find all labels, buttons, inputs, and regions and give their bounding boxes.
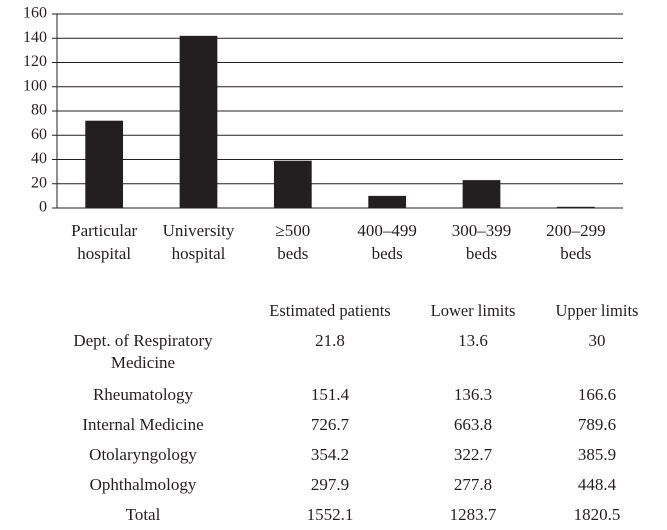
x-tick-label: 300–399 beds [452, 221, 512, 263]
table-row: Rheumatology 151.4 136.3 166.6 [43, 380, 665, 410]
bar [462, 180, 501, 208]
x-tick-label: Particular hospital [71, 221, 137, 263]
data-table: Estimated patients Lower limits Upper limi… [43, 296, 665, 530]
cell: 21.8 [315, 331, 345, 350]
header-row: Estimated patients Lower limits Upper limi… [43, 296, 665, 326]
table-row: Total 1552.1 1283.7 1820.5 [43, 500, 665, 530]
table-row: Otolaryngology 354.2 322.7 385.9 [43, 440, 665, 470]
chart: 0 20 40 60 80 100 120 140 160 Particular hospital U… [23, 5, 623, 263]
bar [556, 206, 595, 208]
cell: 385.9 [577, 445, 617, 464]
cell: 726.7 [310, 415, 350, 434]
row-label: Dept. of Respiratory Medicine [73, 331, 213, 372]
cell: 166.6 [577, 385, 617, 404]
y-tick-label: 100 [23, 77, 47, 94]
cell: 30 [588, 331, 606, 350]
x-tick-label: 400–499 beds [357, 221, 417, 263]
row-label: Total [125, 505, 161, 524]
column-header: Upper limits [555, 301, 639, 320]
cell: 297.9 [310, 475, 350, 494]
cell: 1552.1 [306, 505, 354, 524]
cell: 1283.7 [449, 505, 497, 524]
x-tick-label: ≥500 beds [275, 221, 310, 263]
cell: 151.4 [310, 385, 350, 404]
cell: 277.8 [453, 475, 493, 494]
bar [368, 195, 407, 208]
cell: 448.4 [577, 475, 617, 494]
cell: 136.3 [453, 385, 493, 404]
table-row: Ophthalmology 297.9 277.8 448.4 [43, 470, 665, 500]
bar [85, 120, 124, 208]
bar [273, 160, 312, 208]
cell: 354.2 [310, 445, 350, 464]
row-label: Rheumatology [92, 385, 194, 404]
table-row: Internal Medicine 726.7 663.8 789.6 [43, 410, 665, 440]
cell: 13.6 [458, 331, 488, 350]
row-label: Otolaryngology [89, 445, 197, 464]
y-tick-label: 60 [31, 126, 47, 143]
cell: 789.6 [577, 415, 617, 434]
corner [43, 296, 243, 326]
cell: 1820.5 [573, 505, 621, 524]
bar [179, 35, 218, 209]
y-tick-label: 0 [39, 199, 47, 216]
y-tick-label: 140 [23, 29, 47, 46]
column-header: Lower limits [430, 301, 516, 320]
y-tick-label: 120 [23, 53, 47, 70]
y-tick-label: 160 [23, 5, 47, 22]
cell: 663.8 [453, 415, 493, 434]
row-label: Internal Medicine [82, 415, 204, 434]
y-tick-label: 80 [31, 102, 47, 119]
row-label: Ophthalmology [89, 475, 197, 494]
x-tick-label: University hospital [163, 221, 235, 263]
column-header: Estimated patients [269, 301, 391, 320]
x-tick-label: 200–299 beds [546, 221, 606, 263]
y-tick-label: 20 [31, 174, 47, 191]
y-tick-label: 40 [31, 150, 47, 167]
cell: 322.7 [453, 445, 493, 464]
table-row: Dept. of Respiratory Medicine 21.8 13.6 30 [43, 326, 665, 380]
